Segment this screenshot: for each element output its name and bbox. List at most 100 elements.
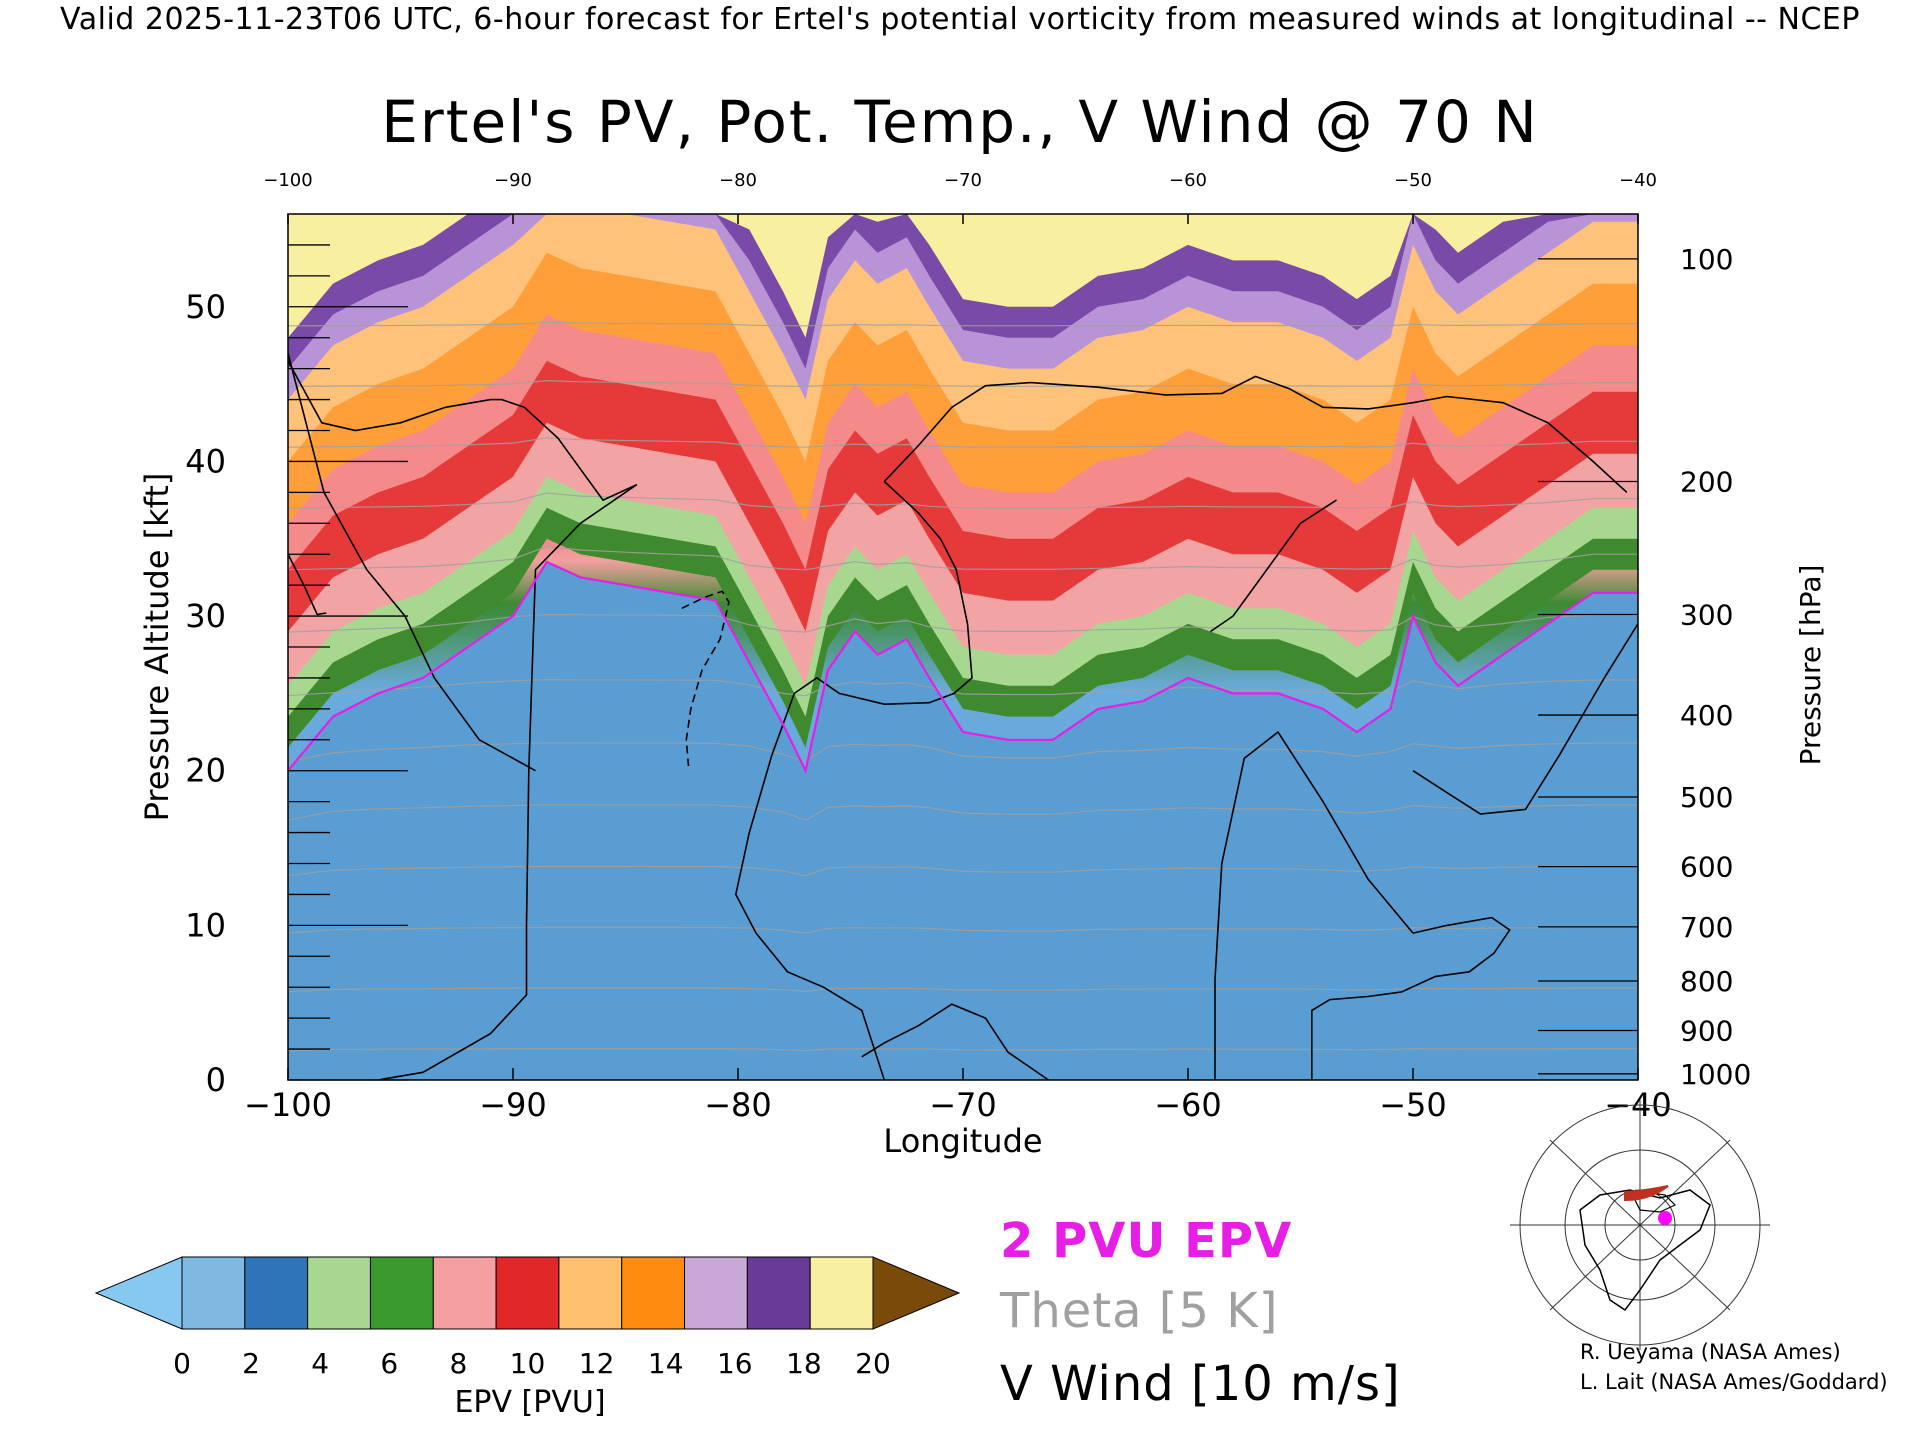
theta-contour-340: [288, 804, 1638, 821]
x-tick-label: −90: [479, 1086, 547, 1124]
pressure-tick-label: 700: [1680, 911, 1733, 944]
colorbar-under-arrow: [94, 1256, 183, 1330]
theta-contour-410: [288, 379, 1638, 388]
epv-band-troposphere: [288, 561, 1638, 1080]
vwind-contour-0: [288, 360, 638, 502]
vwind-contour-2: [883, 375, 1628, 493]
x-tick-label: −100: [244, 1086, 332, 1124]
colorbar-segment: [621, 1256, 686, 1330]
top-tick-label: −100: [263, 170, 312, 191]
y-axis-right: 100 200 300 400 500 600 700 800 900 1000: [1538, 243, 1751, 1091]
theta-contour-380: [288, 545, 1638, 571]
legend-theta: Theta [5 K]: [1000, 1283, 1279, 1339]
chart-title: Ertel's PV, Pot. Temp., V Wind @ 70 N: [381, 88, 1539, 156]
colorbar-tick-label: 12: [579, 1347, 615, 1380]
colorbar-tick-label: 18: [786, 1347, 822, 1380]
x-tick-label: −80: [704, 1086, 772, 1124]
colorbar-tick-label: 16: [717, 1347, 753, 1380]
colorbar-segment: [369, 1256, 434, 1330]
credit-line-2: L. Lait (NASA Ames/Goddard): [1580, 1370, 1888, 1394]
theta-contour-390: [288, 492, 1638, 509]
colorbar-segment: [746, 1256, 811, 1330]
pressure-tick-label: 200: [1680, 466, 1733, 499]
y-axis-left: 0 10 20 30 40 50: [185, 244, 408, 1099]
vwind-contour-11: [1210, 499, 1337, 633]
vwind-contour-12: [681, 590, 730, 767]
theta-contour-330: [288, 865, 1638, 877]
x-tick-label: −50: [1379, 1086, 1447, 1124]
theta-contour-300: [288, 1048, 1638, 1052]
epv-field: [288, 214, 1638, 1080]
vwind-contour-7: [861, 1003, 1049, 1080]
x-axis-top: −100 −90 −80 −70 −60 −50 −40: [263, 170, 1657, 224]
theta-contour-420: [288, 321, 1638, 327]
top-tick-label: −80: [719, 170, 757, 191]
y-tick-label: 20: [185, 752, 226, 790]
colorbar-tick-label: 4: [311, 1347, 329, 1380]
pv2-contour: [288, 560, 1638, 775]
vwind-contour-1: [377, 483, 638, 1080]
header-caption: Valid 2025-11-23T06 UTC, 6-hour forecast…: [60, 2, 1860, 37]
y-tick-label: 10: [185, 906, 226, 944]
vwind-contour-3: [793, 480, 973, 706]
legend-epv: 2 PVU EPV: [1000, 1213, 1293, 1269]
y2-axis-label: Pressure [hPa]: [1794, 565, 1827, 766]
pressure-tick-label: 900: [1680, 1015, 1733, 1048]
y-axis-label: Pressure Altitude [kft]: [138, 473, 176, 822]
colorbar-segment: [495, 1256, 560, 1330]
theta-contour-310: [288, 987, 1638, 993]
vwind-contour-10: [1412, 623, 1638, 815]
colorbar-tick-label: 14: [648, 1347, 684, 1380]
colorbar-tick-label: 20: [855, 1347, 891, 1380]
x-tick-label: −60: [1154, 1086, 1222, 1124]
y-tick-label: 0: [206, 1061, 226, 1099]
top-tick-label: −50: [1394, 170, 1432, 191]
colorbar-segment: [684, 1256, 748, 1330]
y-tick-label: 40: [185, 442, 226, 480]
vwind-contours: [288, 352, 1638, 1080]
pressure-tick-label: 500: [1680, 781, 1733, 814]
colorbar-tick-label: 6: [380, 1347, 398, 1380]
credits: R. Ueyama (NASA Ames) L. Lait (NASA Ames…: [1580, 1337, 1888, 1397]
pressure-tick-label: 400: [1680, 699, 1733, 732]
vwind-contour-6: [1311, 916, 1511, 1080]
theta-contour-400: [288, 437, 1638, 448]
y-tick-label: 30: [185, 597, 226, 635]
colorbar-segment: [809, 1256, 874, 1330]
colorbar-segment: [558, 1256, 623, 1330]
polar-map-icon: [1510, 1100, 1770, 1350]
vwind-contour-5: [1214, 730, 1414, 1080]
x-axis-bottom: −100 −90 −80 −70 −60 −50 −40: [244, 1068, 1672, 1124]
plot-area: [288, 214, 1638, 1080]
pressure-tick-label: 800: [1680, 965, 1733, 998]
colorbar-tick-label: 10: [510, 1347, 546, 1380]
credit-line-1: R. Ueyama (NASA Ames): [1580, 1340, 1841, 1364]
colorbar-segment: [432, 1256, 497, 1330]
pressure-tick-label: 100: [1680, 243, 1733, 276]
theta-contour-360: [288, 678, 1638, 697]
x-axis-label: Longitude: [883, 1122, 1042, 1160]
colorbar-label: EPV [PVU]: [454, 1385, 605, 1420]
top-tick-label: −60: [1169, 170, 1207, 191]
colorbar-segment: [181, 1256, 246, 1330]
pressure-tick-label: 300: [1680, 599, 1733, 632]
vwind-contour-4: [734, 693, 886, 1080]
colorbar-segment: [307, 1256, 371, 1330]
colorbar-tick-label: 8: [449, 1347, 467, 1380]
colorbar-tick-label: 2: [242, 1347, 260, 1380]
x-tick-label: −70: [929, 1086, 997, 1124]
y-tick-label: 50: [185, 288, 226, 326]
top-tick-label: −70: [944, 170, 982, 191]
pressure-tick-label: 600: [1680, 851, 1733, 884]
vwind-contour-8: [288, 553, 327, 616]
pressure-tick-label: 1000: [1680, 1058, 1751, 1091]
colorbar-tick-label: 0: [173, 1347, 191, 1380]
colorbar-segment: [244, 1256, 309, 1330]
theta-contour-350: [288, 742, 1638, 763]
theta-contour-320: [288, 926, 1638, 934]
legend-vwind: V Wind [10 m/s]: [1000, 1356, 1401, 1412]
pv2-contour-line: [288, 560, 1638, 775]
colorbar-over-arrow: [872, 1256, 961, 1330]
colorbar: 0 2 4 6 8 10 12 14 16 18 20: [94, 1256, 961, 1380]
